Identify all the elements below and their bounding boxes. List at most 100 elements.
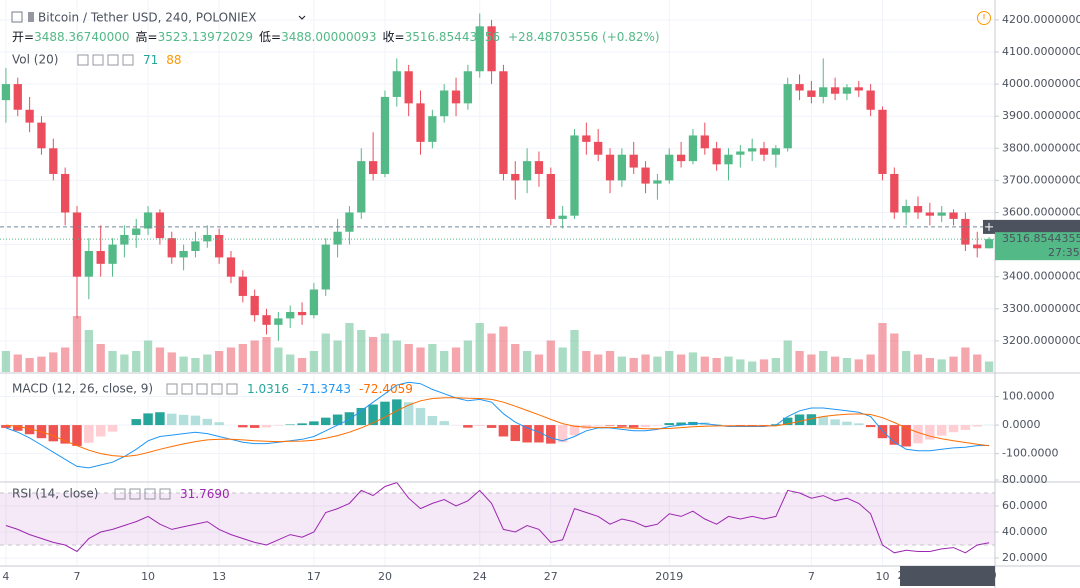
indicator-buttons[interactable] (114, 488, 171, 500)
volume-legend-value: 71 (143, 53, 158, 67)
volume-bar (570, 330, 579, 372)
candle-body (499, 71, 508, 174)
macd-histogram-bar (238, 425, 248, 428)
macd-histogram-bar (155, 412, 165, 426)
macd-histogram-bar (24, 425, 35, 435)
candle-body (262, 315, 271, 325)
candle-body (617, 154, 627, 181)
candle-body (783, 84, 792, 149)
volume-bar (451, 347, 461, 372)
ohlc-label: 低= (259, 30, 281, 44)
volume-bar (428, 344, 437, 372)
candle-body (890, 173, 899, 213)
macd-histogram-bar (273, 425, 284, 426)
dropdown-icon[interactable] (298, 15, 306, 20)
candle-body (404, 71, 413, 104)
candle-body (1, 84, 11, 101)
volume-bar (61, 347, 70, 372)
macd-histogram-bar (593, 425, 603, 426)
macd-histogram-bar (143, 413, 153, 426)
candle-body (759, 148, 769, 155)
ohlc-label: 开= (12, 30, 34, 44)
indicator-buttons[interactable] (166, 383, 238, 395)
candle-body (807, 90, 816, 97)
time-label-box (900, 566, 995, 586)
macd-histogram-bar (652, 425, 663, 426)
y-tick-label: 3800.00000000 (1002, 141, 1080, 154)
macd-histogram-bar (60, 425, 70, 444)
volume-bar (120, 354, 129, 372)
macd-title[interactable]: MACD (12, 26, close, 9) (12, 382, 153, 396)
macd-histogram-bar (664, 423, 674, 426)
volume-bar (297, 358, 307, 372)
candle-body (629, 154, 638, 168)
volume-bar (49, 352, 58, 372)
y-tick-label: 3200.00000000 (1002, 334, 1080, 347)
candle-body (842, 87, 852, 94)
macd-histogram-bar (640, 425, 651, 428)
candle-body (238, 276, 247, 296)
macd-line (5, 397, 990, 458)
collapse-icon[interactable] (11, 11, 23, 23)
macd-histogram-bar (321, 417, 331, 426)
rsi-line (5, 482, 990, 554)
volume-legend-value: 88 (166, 53, 181, 67)
x-tick-label: 7 (808, 570, 815, 583)
x-tick-label: 13 (212, 570, 226, 583)
candle-body (333, 231, 342, 245)
volume-bar (155, 347, 165, 372)
crosshair-button-icon (985, 222, 993, 231)
volume-bar (37, 356, 46, 372)
macd-histogram-bar (877, 425, 888, 439)
candle-body (594, 141, 603, 155)
candle-body (203, 234, 212, 242)
macd-legend-value: -72.4059 (359, 382, 413, 396)
candle-body (108, 244, 117, 264)
macd-histogram-bar (1, 425, 11, 428)
candle-body (416, 103, 425, 142)
candle-body (570, 135, 579, 216)
macd-histogram-bar (403, 402, 414, 426)
volume-title[interactable]: Vol (20) (12, 53, 58, 67)
volume-bar (748, 361, 757, 372)
countdown-label: 27:35 (1048, 246, 1080, 259)
candle-body (428, 116, 437, 142)
macd-histogram-bar (842, 421, 852, 426)
marks (0, 13, 995, 554)
chart-title[interactable]: Bitcoin / Tether USD, 240, POLONIEX (38, 11, 256, 25)
volume-bar (854, 359, 863, 372)
macd-histogram-bar (830, 419, 840, 426)
volume-bar (629, 358, 638, 372)
volume-bar (807, 354, 816, 372)
rsi-title[interactable]: RSI (14, close) (12, 487, 98, 501)
volume-bar (511, 344, 520, 372)
volume-bar (925, 358, 934, 372)
candle-body (961, 218, 970, 245)
indicator-buttons[interactable] (77, 54, 134, 66)
macd-histogram-bar (854, 423, 864, 426)
volume-bar (368, 337, 378, 372)
candle-body (534, 161, 544, 174)
candle-body (357, 161, 366, 213)
candle-body (925, 212, 934, 216)
macd-histogram-bar (48, 425, 59, 442)
volume-bar (819, 351, 828, 372)
volume-bar (759, 359, 769, 372)
candle-body (61, 173, 70, 213)
volume-bar (226, 347, 236, 372)
macd-histogram-bar (605, 425, 615, 426)
volume-bar (830, 356, 840, 372)
macd-histogram-bar (806, 414, 817, 426)
alert-icon[interactable] (977, 11, 991, 25)
candle-body (676, 154, 686, 162)
candle-body (321, 244, 330, 290)
volume-bar (214, 351, 224, 372)
candle-body (392, 71, 401, 97)
macd-histogram-bar (107, 425, 118, 432)
candle-body (819, 87, 828, 97)
grid (0, 0, 995, 566)
volume-bar (143, 340, 153, 372)
candle-body (132, 228, 141, 235)
candle-body (937, 212, 946, 216)
volume-bar (676, 354, 686, 372)
